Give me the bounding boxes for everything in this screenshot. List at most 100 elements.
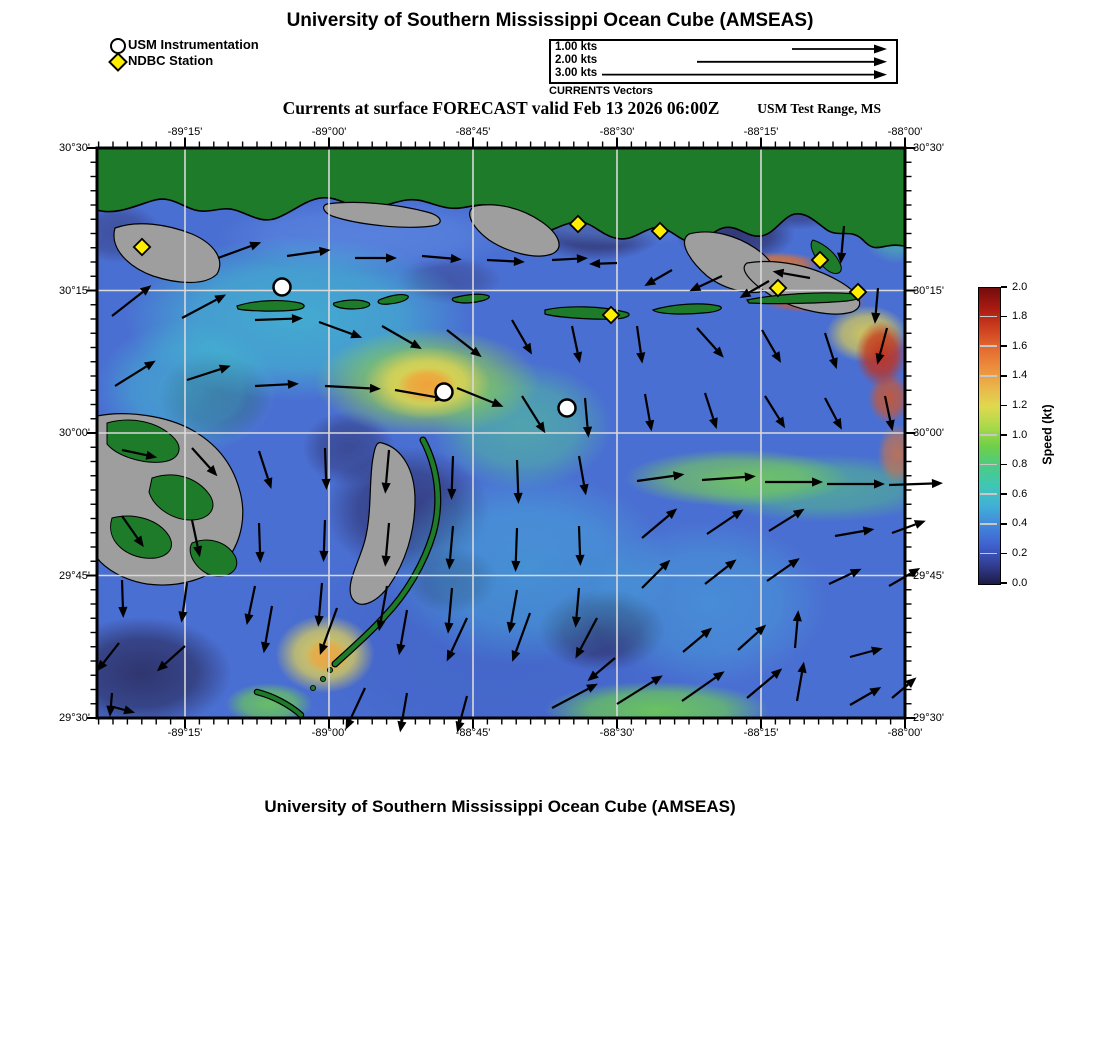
current-vector-arrow xyxy=(121,448,147,457)
current-vector-arrowhead xyxy=(713,346,724,358)
current-vector-arrowhead xyxy=(579,483,589,496)
current-vector-arrow xyxy=(551,687,589,709)
current-vector-arrow xyxy=(874,287,880,313)
current-vector-arrowhead xyxy=(513,492,523,504)
shore-marsh xyxy=(322,201,441,228)
current-vector-arrowhead xyxy=(829,357,838,370)
current-vector-arrowhead xyxy=(118,606,128,618)
current-vector-arrowhead xyxy=(586,683,598,693)
map-frame xyxy=(95,146,907,720)
lat-tick-label: 30°30' xyxy=(913,142,944,154)
current-vector-arrowhead xyxy=(511,560,521,572)
current-vector-arrowhead xyxy=(739,288,752,298)
current-vector-arrow xyxy=(511,319,528,346)
current-vector-arrowhead xyxy=(133,535,144,548)
colorbar-inner-line xyxy=(980,463,997,466)
colorbar-label: Speed (kt) xyxy=(1040,404,1055,465)
current-vector-arrowhead xyxy=(143,360,156,371)
current-vector-arrowhead xyxy=(447,488,457,500)
colorbar-inner-line xyxy=(980,375,997,377)
lon-tick-label: -88°15' xyxy=(743,727,779,739)
current-vector-arrowhead xyxy=(862,526,875,536)
barrier-island xyxy=(451,293,490,304)
current-vector-arrowhead xyxy=(511,650,521,662)
lon-tick-label: -88°30' xyxy=(599,727,635,739)
current-vector-arrow xyxy=(828,572,853,585)
current-vector-arrow xyxy=(324,384,370,390)
current-vector-arrow xyxy=(570,325,579,353)
current-vector-arrow xyxy=(190,519,199,547)
current-vector-arrow xyxy=(286,250,320,258)
current-vector-arrow xyxy=(888,482,933,487)
colorbar-tick-label: 1.2 xyxy=(1012,398,1028,411)
colorbar-tick-mark xyxy=(1001,404,1007,407)
colorbar-inner-line xyxy=(980,345,997,347)
current-vector-arrowhead xyxy=(644,276,657,286)
current-vector-arrow xyxy=(521,395,541,425)
current-vector-arrowhead xyxy=(261,641,271,654)
current-vector-arrow xyxy=(891,523,916,535)
current-vector-arrowhead xyxy=(535,421,546,434)
vector-scale-row-label: 3.00 kts xyxy=(555,67,598,79)
current-vector-arrow xyxy=(635,325,642,353)
current-vector-arrowhead xyxy=(319,643,328,655)
current-vector-arrow xyxy=(421,254,451,260)
vector-scale-arrowhead xyxy=(874,70,887,80)
current-vector-arrowhead xyxy=(772,268,785,278)
current-vector-arrow xyxy=(888,572,912,587)
current-vector-arrow xyxy=(510,589,519,623)
current-vector-arrow xyxy=(834,529,864,538)
current-vector-arrowhead xyxy=(369,383,381,393)
lat-tick-label: 30°30' xyxy=(59,142,90,154)
current-vector-arrowhead xyxy=(206,465,218,477)
current-vector-arrowhead xyxy=(731,509,744,520)
colorbar-tick-label: 0.8 xyxy=(1012,458,1028,471)
current-vector-arrow xyxy=(164,645,186,665)
current-vector-arrowhead xyxy=(314,615,324,627)
current-vector-arrow xyxy=(264,605,274,643)
current-vector-arrow xyxy=(783,272,811,280)
current-vector-arrowhead xyxy=(582,426,593,438)
current-vector-arrow xyxy=(577,455,586,485)
current-vector-arrow xyxy=(599,261,618,265)
current-vector-arrowhead xyxy=(832,417,842,430)
ndbc-station-marker xyxy=(568,214,588,234)
ndbc-station-marker xyxy=(810,250,830,270)
current-vector-arrow xyxy=(121,515,139,539)
current-vector-arrow xyxy=(458,695,469,723)
current-vector-arrowhead xyxy=(709,417,718,430)
current-vector-arrow xyxy=(254,383,289,388)
colorbar-inner-line xyxy=(980,315,997,318)
current-vector-arrow xyxy=(257,522,262,553)
current-vector-arrow xyxy=(349,687,366,721)
current-vector-arrowhead xyxy=(123,705,136,715)
current-vector-arrowhead xyxy=(875,352,885,365)
current-vector-arrow xyxy=(793,621,799,649)
current-vector-arrow xyxy=(385,522,391,556)
lat-tick-label: 30°00' xyxy=(59,427,90,439)
current-vector-arrow xyxy=(447,587,454,623)
current-vector-arrowhead xyxy=(139,285,152,296)
current-vector-arrow xyxy=(381,325,413,345)
lon-tick-label: -89°15' xyxy=(167,727,203,739)
current-vector-arrowhead xyxy=(350,329,363,339)
current-vector-arrowhead xyxy=(792,508,805,519)
shore-marsh xyxy=(113,223,221,284)
current-vector-arrow xyxy=(257,450,270,479)
current-vector-arrowhead xyxy=(645,419,655,432)
current-vector-arrowhead xyxy=(905,677,917,688)
shore-marsh xyxy=(469,204,560,257)
current-vector-arrowhead xyxy=(636,352,646,364)
lon-tick-label: -89°00' xyxy=(311,727,347,739)
current-vector-arrowhead xyxy=(744,472,756,482)
current-vector-arrow xyxy=(109,692,114,707)
current-vector-arrow xyxy=(379,585,389,621)
current-vector-arrowhead xyxy=(513,256,525,266)
lon-tick-label: -88°30' xyxy=(599,126,635,138)
current-vector-arrowhead xyxy=(913,520,926,529)
current-vector-arrowhead xyxy=(712,671,725,682)
current-vector-arrowhead xyxy=(775,416,786,429)
vector-scale-row-label: 1.00 kts xyxy=(555,41,598,53)
ndbc-station-marker xyxy=(601,305,621,325)
current-vector-arrowhead xyxy=(871,312,881,324)
